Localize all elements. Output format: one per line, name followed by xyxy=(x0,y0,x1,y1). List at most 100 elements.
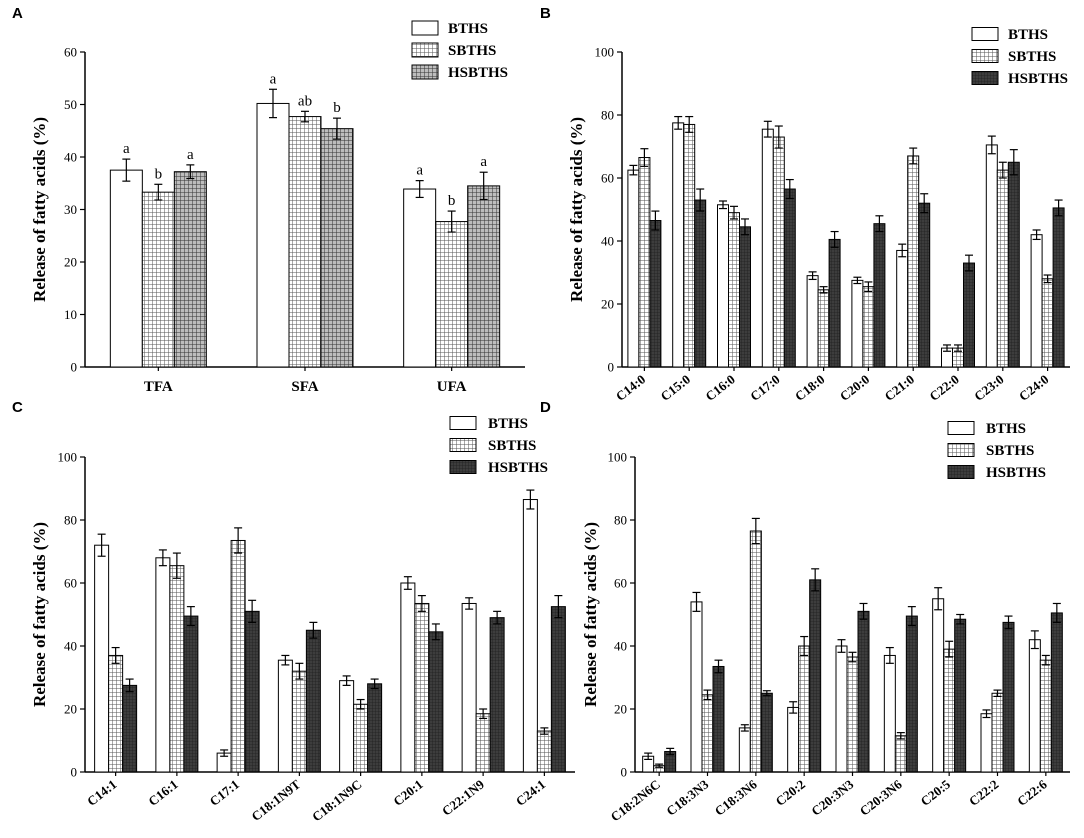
error-bar xyxy=(479,171,488,201)
significance-label: b xyxy=(155,166,163,182)
legend-swatch-bths xyxy=(411,20,439,36)
y-tick-label: 40 xyxy=(64,150,77,165)
error-bar xyxy=(703,689,712,701)
error-bar xyxy=(309,621,318,639)
bar-hsbths xyxy=(783,188,796,368)
legend-label: BTHS xyxy=(488,416,528,432)
bar-bths xyxy=(155,557,171,773)
error-bar xyxy=(295,662,304,680)
bar-bths xyxy=(806,275,819,368)
y-tick-label: 0 xyxy=(71,765,78,780)
x-tick-label: C18:0 xyxy=(792,372,827,404)
error-bar xyxy=(762,690,771,697)
bar-bths xyxy=(761,128,774,368)
y-tick-label: 0 xyxy=(71,360,78,375)
x-tick-label: C20:3N3 xyxy=(808,776,856,818)
error-bar xyxy=(1052,602,1061,623)
legend-label: HSBTHS xyxy=(1008,71,1068,87)
y-tick-label: 10 xyxy=(64,307,77,322)
legend-label: BTHS xyxy=(1008,27,1048,43)
bar-sbths xyxy=(1039,659,1052,773)
error-bar xyxy=(774,125,783,149)
error-bar xyxy=(674,115,683,130)
x-tick-label: TFA xyxy=(144,379,173,395)
error-bar xyxy=(666,747,675,756)
error-bar xyxy=(898,243,907,258)
bar-hsbths xyxy=(305,629,321,773)
error-bar xyxy=(943,344,951,352)
error-bar xyxy=(220,749,229,757)
error-bar xyxy=(356,698,365,710)
error-bar xyxy=(1043,274,1052,284)
bar-hsbths xyxy=(905,615,918,773)
error-bar xyxy=(125,678,134,693)
legend-swatch-hsbths xyxy=(411,64,439,80)
error-bar xyxy=(111,646,120,664)
error-bar xyxy=(644,752,653,761)
bar-bths xyxy=(94,544,110,773)
y-tick-label: 30 xyxy=(64,202,77,217)
legend-label: SBTHS xyxy=(986,443,1034,459)
legend: BTHS SBTHS HSBTHS xyxy=(449,416,548,476)
error-bar xyxy=(998,161,1007,179)
legend-label: BTHS xyxy=(448,21,488,37)
bar-sbths xyxy=(894,735,907,773)
legend: BTHS SBTHS HSBTHS xyxy=(947,421,1046,481)
significance-label: a xyxy=(123,141,130,157)
error-bar xyxy=(730,205,738,220)
y-tick-label: 0 xyxy=(621,765,628,780)
bar-sbths xyxy=(141,191,175,368)
error-bar xyxy=(819,286,828,294)
y-tick-label: 60 xyxy=(64,45,77,60)
bar-sbths xyxy=(701,694,714,773)
error-bar xyxy=(785,178,794,200)
y-tick-label: 60 xyxy=(614,576,627,591)
y-tick-label: 40 xyxy=(64,639,77,654)
error-bar xyxy=(342,675,351,686)
x-tick-label: C22:0 xyxy=(926,372,961,404)
legend: BTHS SBTHS HSBTHS xyxy=(971,27,1068,87)
error-bar xyxy=(465,597,474,610)
error-bar xyxy=(417,594,426,612)
legend-label: HSBTHS xyxy=(986,465,1046,481)
x-tick-label: UFA xyxy=(437,379,467,395)
legend-swatch-sbths xyxy=(971,49,999,63)
error-bar xyxy=(122,158,131,182)
bar-hsbths xyxy=(1007,161,1020,368)
legend-swatch-hsbths xyxy=(947,465,975,479)
error-bar xyxy=(751,517,760,545)
x-tick-label: C14:0 xyxy=(613,372,648,404)
error-bar xyxy=(837,639,846,653)
bar-hsbths xyxy=(809,579,822,773)
bar-sbths xyxy=(817,289,830,368)
bar-bths xyxy=(835,645,848,773)
x-tick-label: C24:1 xyxy=(513,777,548,809)
bar-bths xyxy=(277,659,293,773)
bar-bths xyxy=(787,706,800,773)
bar-hsbths xyxy=(694,199,707,368)
bar-hsbths xyxy=(1050,612,1063,773)
bar-bths xyxy=(985,144,998,368)
bar-bths xyxy=(851,279,864,368)
y-tick-label: 20 xyxy=(614,702,627,717)
error-bar xyxy=(493,610,502,625)
y-tick-label: 80 xyxy=(64,513,77,528)
chart-panel-b: B Release of fatty acids (%) 0 20 40 60 80 100 C… xyxy=(540,5,1070,404)
x-tick-label: C22:6 xyxy=(1014,776,1050,809)
bar-hsbths xyxy=(963,262,975,368)
y-axis-title: Release of fatty acids (%) xyxy=(30,117,49,302)
bar-hsbths xyxy=(873,223,886,368)
legend-swatch-bths xyxy=(971,27,999,41)
error-bar xyxy=(540,727,549,735)
error-bar xyxy=(281,654,290,666)
bar-bths xyxy=(717,204,729,368)
bar-hsbths xyxy=(918,202,931,368)
y-tick-label: 20 xyxy=(64,702,77,717)
bar-sbths xyxy=(475,713,491,773)
y-tick-label: 20 xyxy=(601,297,614,312)
error-bar xyxy=(447,210,456,233)
legend-label: BTHS xyxy=(986,421,1026,437)
error-bar xyxy=(907,606,916,627)
y-axis-title: Release of fatty acids (%) xyxy=(567,117,586,302)
